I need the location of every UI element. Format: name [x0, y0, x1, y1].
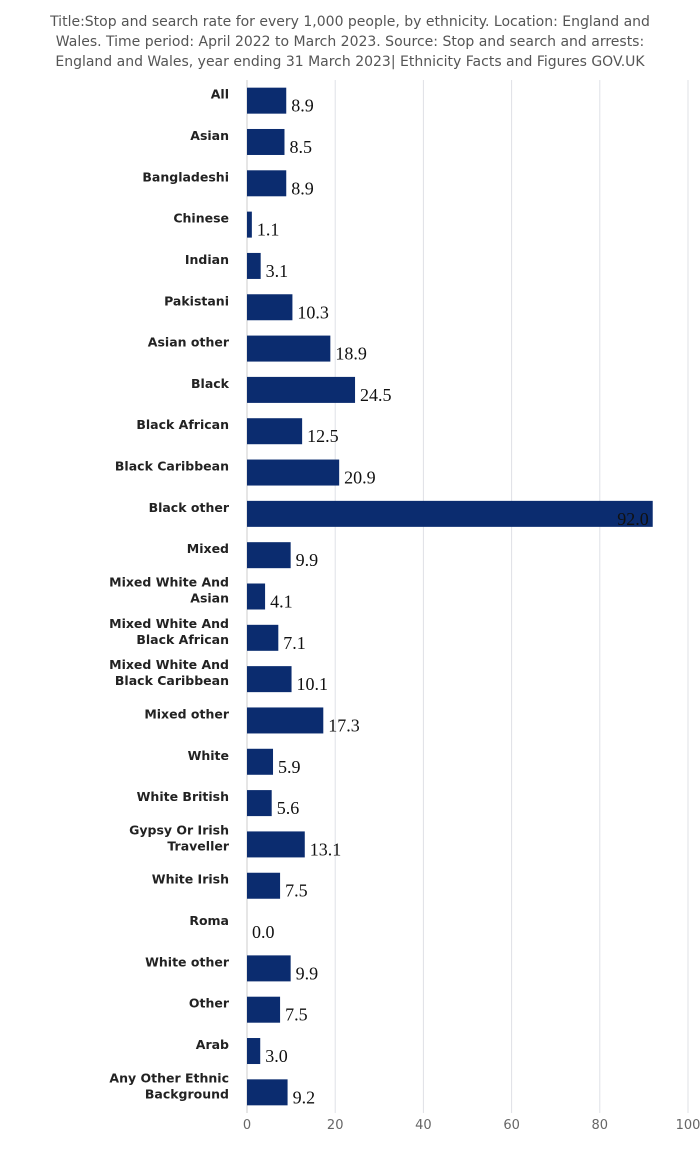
category-label: All: [211, 87, 229, 102]
category-label: White other: [145, 954, 230, 969]
category-label: Mixed White And Black Caribbean: [109, 657, 229, 688]
category-label: White British: [137, 789, 229, 804]
value-label: 17.3: [328, 715, 360, 735]
category-label: Mixed White And Black African: [109, 616, 229, 647]
bar: [247, 542, 291, 569]
bar: [247, 418, 303, 445]
bar: [247, 831, 305, 858]
bar: [247, 211, 252, 238]
category-labels: All Asian Bangladeshi Chinese Indian Pakistan…: [109, 87, 230, 1102]
category-label: Pakistani: [164, 293, 229, 308]
category-label: Asian: [190, 128, 229, 143]
value-label: 7.5: [285, 1005, 308, 1025]
bar: [247, 666, 292, 693]
value-label: 3.0: [265, 1046, 288, 1066]
x-tick-label: 40: [415, 1118, 432, 1133]
category-label: Other: [189, 996, 230, 1011]
bar: [247, 376, 356, 403]
value-label: 8.9: [291, 178, 314, 198]
gridlines: [246, 80, 689, 1113]
category-label: White: [188, 748, 229, 763]
category-label: Black Caribbean: [115, 459, 229, 474]
bar: [247, 500, 653, 527]
category-label: Black other: [149, 500, 230, 515]
value-label: 3.1: [266, 261, 289, 281]
value-label: 1.1: [257, 220, 280, 240]
x-axis-ticks: 0 20 40 60 80 100: [243, 1118, 700, 1133]
category-label: Black African: [136, 417, 229, 432]
bar: [247, 459, 340, 486]
value-label: 9.9: [296, 963, 319, 983]
bar: [247, 790, 272, 817]
value-label: 8.5: [289, 137, 312, 157]
value-labels: 8.9 8.5 8.9 1.1 3.1 10.3 18.9 24.5 12.5 20.9 92.0 9…: [252, 96, 649, 1108]
x-tick-label: 80: [592, 1118, 609, 1133]
value-label: 13.1: [310, 839, 342, 859]
value-label: 9.9: [296, 550, 319, 570]
bar: [247, 294, 293, 321]
bar: [247, 996, 281, 1023]
bar: [247, 128, 285, 155]
bar: [247, 955, 291, 982]
bars: [247, 87, 653, 1106]
bar: [247, 872, 281, 899]
category-label: White Irish: [152, 872, 229, 887]
category-label: Any Other Ethnic Background: [109, 1070, 229, 1101]
category-label: Mixed other: [144, 706, 230, 721]
bar: [247, 252, 261, 279]
bar: [247, 87, 287, 114]
category-label: Indian: [185, 252, 229, 267]
bar: [247, 170, 287, 197]
chart-title: Title:Stop and search rate for every 1,0…: [50, 14, 650, 70]
category-label: Mixed White And Asian: [109, 575, 229, 606]
value-label: 7.1: [283, 633, 306, 653]
value-label: 5.9: [278, 757, 301, 777]
value-label: 10.1: [297, 674, 329, 694]
bar: [247, 748, 274, 775]
value-label: 5.6: [277, 798, 300, 818]
category-label: Mixed: [187, 541, 229, 556]
value-label: 18.9: [335, 344, 367, 364]
value-label: 12.5: [307, 426, 339, 446]
value-label: 92.0: [617, 509, 649, 529]
bar: [247, 707, 324, 734]
bar: [247, 1079, 288, 1106]
category-label: Roma: [189, 913, 229, 928]
value-label: 10.3: [297, 302, 329, 322]
category-label: Asian other: [148, 335, 230, 350]
bar: [247, 583, 266, 610]
value-label: 24.5: [360, 385, 392, 405]
x-tick-label: 60: [503, 1118, 520, 1133]
bar: [247, 624, 279, 651]
bar: [247, 1038, 261, 1065]
category-label: Arab: [196, 1037, 229, 1052]
category-label: Gypsy Or Irish Traveller: [129, 822, 230, 853]
value-label: 7.5: [285, 881, 308, 901]
x-tick-label: 20: [327, 1118, 344, 1133]
value-label: 20.9: [344, 468, 376, 488]
value-label: 9.2: [293, 1087, 316, 1107]
category-label: Black: [191, 376, 230, 391]
x-tick-label: 100: [676, 1118, 700, 1133]
bar: [247, 335, 331, 362]
category-label: Bangladeshi: [142, 169, 229, 184]
value-label: 4.1: [270, 592, 293, 612]
x-tick-label: 0: [243, 1118, 251, 1133]
value-label: 8.9: [291, 96, 314, 116]
category-label: Chinese: [173, 211, 229, 226]
value-label: 0.0: [252, 922, 275, 942]
